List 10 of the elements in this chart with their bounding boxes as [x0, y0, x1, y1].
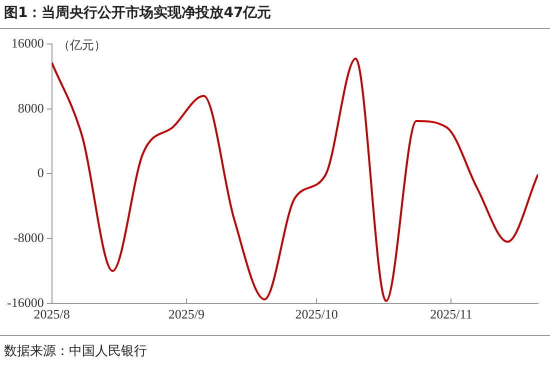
y-axis-title: （亿元） — [58, 38, 106, 52]
y-tick-label: 0 — [37, 165, 44, 180]
x-tick-label: 2025/9 — [168, 306, 204, 322]
x-tick-label: 2025/11 — [430, 306, 472, 322]
source-note: 数据来源：中国人民银行 — [4, 343, 147, 360]
y-tick-label: 16000 — [11, 35, 44, 50]
x-tick-label: 2025/10 — [295, 306, 338, 322]
y-tick-label: -8000 — [13, 230, 44, 245]
chart-title: 图1：当周央行公开市场实现净投放47亿元 — [4, 4, 272, 22]
y-tick-label: 8000 — [18, 100, 44, 116]
